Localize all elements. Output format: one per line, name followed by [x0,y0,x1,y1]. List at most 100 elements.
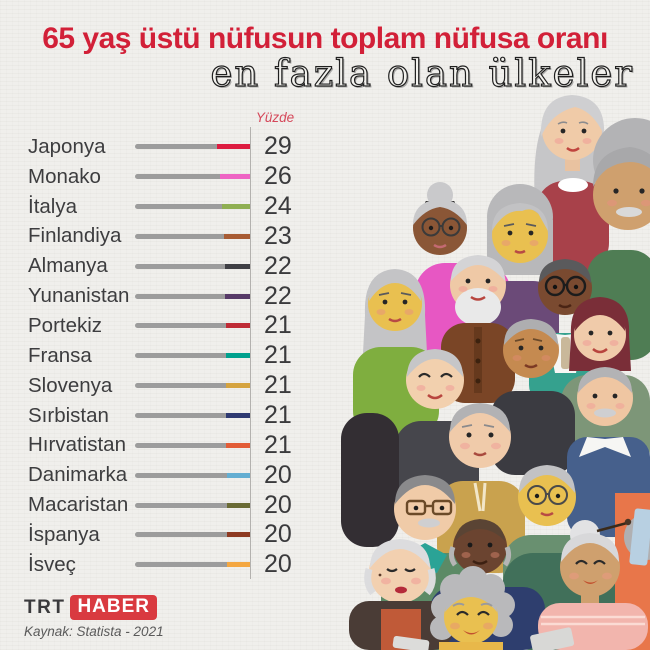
paper [392,635,430,650]
bar [135,174,250,180]
bar-tip [225,353,250,359]
person-dark-bob [341,413,399,547]
person-curly-yellow-woman [430,566,515,650]
country-label: Almanya [28,254,108,278]
value-label: 20 [264,520,292,549]
elderly-crowd-illustration [341,95,650,650]
bar [135,502,250,508]
axis-line [250,127,251,579]
chart-row: Macaristan 20 [0,490,330,520]
bar [135,204,250,210]
value-label: 21 [264,401,292,430]
bar [135,293,250,299]
logo-trt-text: TRT [24,596,66,618]
page-title: 65 yaş üstü nüfusun toplam nüfusa oranı [42,22,608,55]
country-label: İtalya [28,194,77,218]
country-label: Monako [28,164,101,188]
bar [135,562,250,568]
chart-row: Hırvatistan 21 [0,430,330,460]
source-caption: Kaynak: Statista - 2021 [24,624,164,639]
country-label: Fransa [28,343,92,367]
bar [135,144,250,150]
bar-base [135,532,227,538]
value-label: 26 [264,162,292,191]
bar-base [135,353,226,359]
country-label: Slovenya [28,373,113,397]
bar [135,413,250,419]
bar-base [135,502,227,508]
chart-row: Danimarka 20 [0,460,330,490]
chart-row: Slovenya 21 [0,371,330,401]
chart-row: Fransa 21 [0,341,330,371]
bar-base [135,562,227,568]
bar-base [135,442,226,448]
chart-row: Japonya 29 [0,132,330,162]
bar [135,323,250,329]
page-subtitle: en fazla olan ülkeler [210,51,634,95]
value-label: 29 [264,132,292,161]
chart-row: Finlandiya 23 [0,222,330,252]
country-label: Japonya [28,134,106,158]
country-label: İspanya [28,522,100,546]
value-label: 21 [264,341,292,370]
country-label: Yunanistan [28,284,130,308]
bar-tip [216,144,250,150]
country-label: Finlandiya [28,224,122,248]
bar-base [135,383,226,389]
unit-label: Yüzde [255,110,295,125]
logo-haber-badge: HABER [70,595,157,620]
chart-row: İsveç 20 [0,550,330,580]
value-label: 24 [264,192,292,221]
value-label: 21 [264,430,292,459]
value-label: 21 [264,311,292,340]
bar-tip [225,442,250,448]
country-label: Danimarka [28,463,128,487]
bar [135,472,250,478]
trt-haber-logo: TRT HABER [24,595,157,620]
bar [135,383,250,389]
newspaper [629,508,650,566]
value-label: 20 [264,550,292,579]
bar-base [135,204,223,210]
bar-tip [227,472,250,478]
bar-base [135,472,227,478]
chart-row: İspanya 20 [0,520,330,550]
country-label: Hırvatistan [28,433,126,457]
bar-base [135,174,221,180]
bar-base [135,413,226,419]
bar [135,353,250,359]
bar-tip [224,263,250,269]
value-label: 22 [264,281,292,310]
country-label: Macaristan [28,493,129,517]
value-label: 22 [264,251,292,280]
bar [135,263,250,269]
bar-tip [225,383,250,389]
bar-tip [225,413,250,419]
bar [135,442,250,448]
bar [135,532,250,538]
bar-tip [227,502,250,508]
bar-chart: Japonya 29 Monako 26 İtalya 24 Finlandiya 23 Alm… [0,132,330,580]
bar-base [135,323,226,329]
chart-row: Portekiz 21 [0,311,330,341]
bar-tip [222,204,250,210]
chart-row: Almanya 22 [0,251,330,281]
bar-base [135,233,224,239]
country-label: Sırbistan [28,403,109,427]
bar-tip [220,174,250,180]
bar [135,233,250,239]
bar-tip [227,532,250,538]
person-rust-cardigan-woman [349,539,453,650]
paper [530,627,575,650]
bar-tip [224,293,250,299]
country-label: İsveç [28,552,76,576]
bar-base [135,293,225,299]
value-label: 20 [264,460,292,489]
person-red-sweater-woman [534,95,612,271]
bar-tip [225,323,250,329]
chart-row: Monako 26 [0,162,330,192]
chart-row: Yunanistan 22 [0,281,330,311]
chart-row: İtalya 24 [0,192,330,222]
value-label: 21 [264,371,292,400]
value-label: 20 [264,490,292,519]
